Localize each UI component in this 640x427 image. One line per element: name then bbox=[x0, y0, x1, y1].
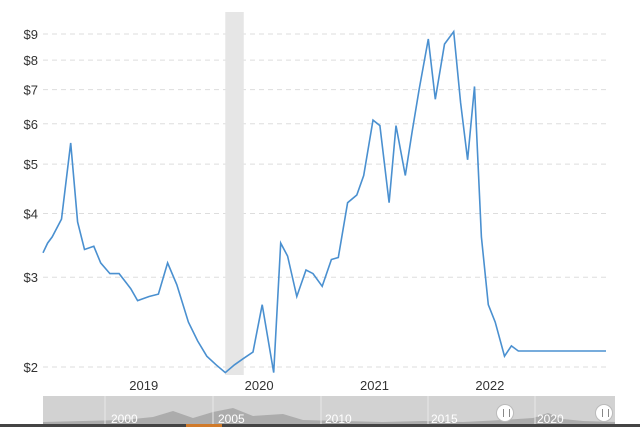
navigator-area bbox=[43, 396, 615, 427]
navigator-label-2020: 2020 bbox=[537, 412, 564, 426]
price-line bbox=[42, 29, 606, 374]
navigator-label-2015: 2015 bbox=[431, 412, 458, 426]
grip-icon bbox=[602, 409, 609, 417]
x-tick-label: 2020 bbox=[245, 378, 274, 393]
footer-accent bbox=[186, 424, 222, 427]
y-tick-label: $2 bbox=[24, 360, 38, 375]
grip-icon bbox=[503, 409, 510, 417]
navigator-label-2005: 2005 bbox=[218, 412, 245, 426]
navigator-right-handle[interactable] bbox=[595, 404, 613, 422]
footer-bar bbox=[0, 424, 640, 427]
x-tick-label: 2019 bbox=[129, 378, 158, 393]
y-tick-label: $3 bbox=[24, 270, 38, 285]
y-tick-label: $5 bbox=[24, 157, 38, 172]
y-tick-label: $7 bbox=[24, 83, 38, 98]
x-tick-label: 2021 bbox=[360, 378, 389, 393]
y-tick-label: $4 bbox=[24, 207, 38, 222]
x-axis-labels: 2019 2020 2021 2022 bbox=[129, 378, 504, 393]
grid-lines bbox=[43, 33, 606, 368]
y-axis-labels: $2 $3 $4 $5 $6 $7 $8 $9 bbox=[24, 27, 38, 375]
price-chart: $2 $3 $4 $5 $6 $7 $8 $9 2019 2020 2021 2022 bbox=[24, 12, 606, 393]
y-tick-label: $9 bbox=[24, 27, 38, 42]
navigator-label-2000: 2000 bbox=[111, 412, 138, 426]
recession-band bbox=[225, 12, 244, 375]
navigator-label-2010: 2010 bbox=[325, 412, 352, 426]
navigator-left-handle[interactable] bbox=[496, 404, 514, 422]
y-tick-label: $6 bbox=[24, 117, 38, 132]
x-tick-label: 2022 bbox=[475, 378, 504, 393]
range-navigator[interactable]: 2000 2005 2010 2015 2020 bbox=[43, 396, 615, 427]
y-tick-label: $8 bbox=[24, 53, 38, 68]
